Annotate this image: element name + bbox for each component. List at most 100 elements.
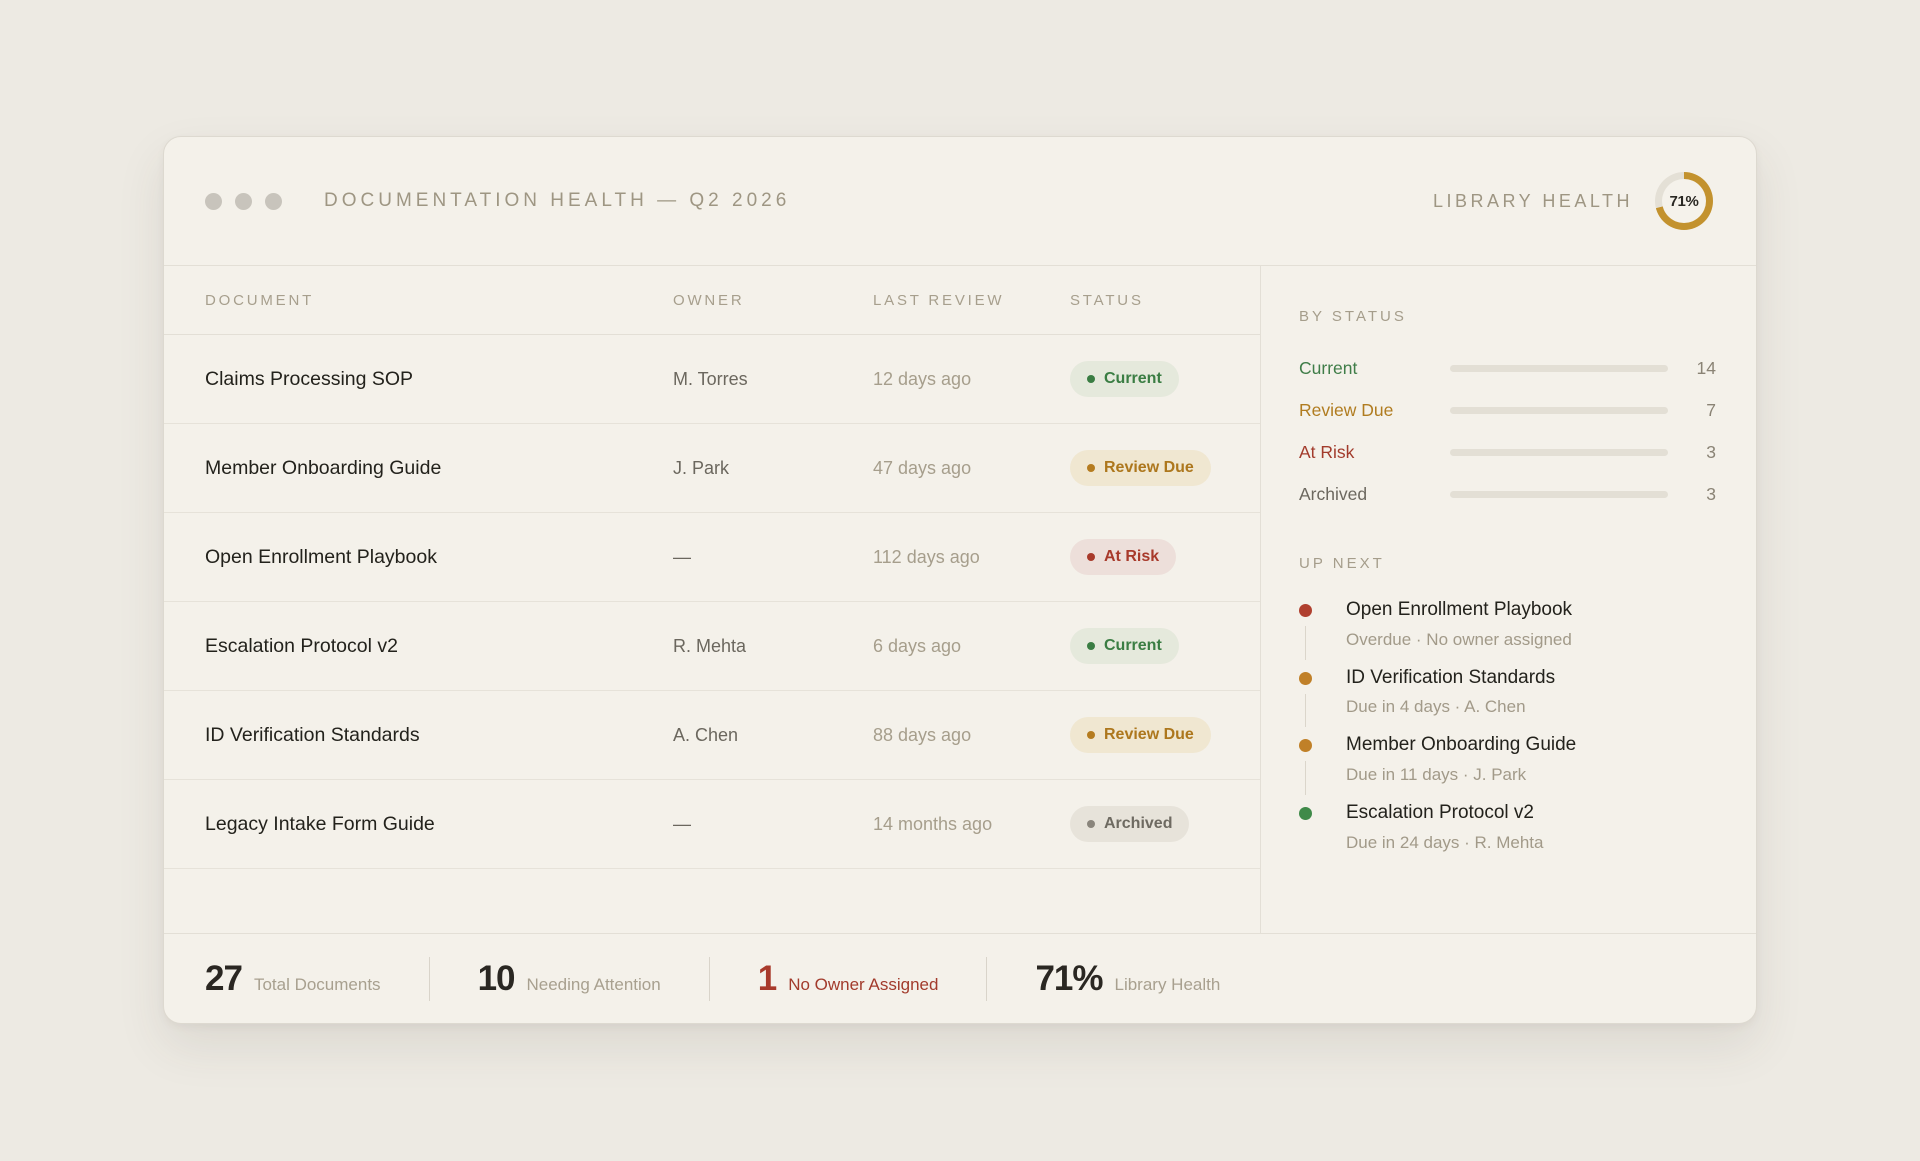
up-next-heading: UP NEXT xyxy=(1299,555,1385,572)
status-badge: Review Due xyxy=(1070,450,1211,486)
status-dot-icon xyxy=(1087,464,1095,472)
up-next-item[interactable]: ID Verification Standards Due in 4 days … xyxy=(1299,666,1716,734)
table-row[interactable]: Escalation Protocol v2 R. Mehta 6 days a… xyxy=(164,602,1260,691)
status-row-label: Current xyxy=(1299,357,1358,378)
up-next-detail: Due in 24 days · R. Mehta xyxy=(1346,832,1544,852)
status-row-current: Current 14 xyxy=(1299,347,1716,389)
status-row-count: 3 xyxy=(1706,441,1716,462)
document-last-review: 112 days ago xyxy=(873,546,980,567)
status-row-at-risk: At Risk 3 xyxy=(1299,431,1716,473)
document-owner: J. Park xyxy=(673,457,730,478)
footer-divider xyxy=(428,956,430,1001)
status-row-label: Archived xyxy=(1299,483,1368,504)
status-bar-track xyxy=(1450,490,1668,498)
document-owner: M. Torres xyxy=(673,368,748,389)
status-row-count: 14 xyxy=(1696,357,1716,378)
column-header-last-review: LAST REVIEW xyxy=(873,291,1005,309)
up-next-title: Open Enrollment Playbook xyxy=(1346,599,1573,620)
card-body: DOCUMENT OWNER LAST REVIEW STATUS Claims… xyxy=(164,266,1756,933)
stat-no-owner-assigned: 1 No Owner Assigned xyxy=(758,959,939,999)
document-owner: R. Mehta xyxy=(673,635,747,656)
status-bar-track xyxy=(1450,448,1668,456)
status-dot-icon xyxy=(1087,553,1095,561)
status-badge: Archived xyxy=(1070,806,1190,842)
summary-footer: 27 Total Documents 10 Needing Attention … xyxy=(164,933,1756,1023)
table-header-row: DOCUMENT OWNER LAST REVIEW STATUS xyxy=(164,266,1260,335)
window-dot-icon[interactable] xyxy=(205,192,222,210)
priority-dot-icon xyxy=(1299,739,1312,753)
status-row-count: 3 xyxy=(1706,483,1716,504)
document-name: Claims Processing SOP xyxy=(205,367,414,390)
document-last-review: 12 days ago xyxy=(873,368,972,389)
document-name: ID Verification Standards xyxy=(205,723,420,746)
status-dot-icon xyxy=(1087,731,1095,739)
stat-total-documents: 27 Total Documents xyxy=(205,959,381,999)
page-title: DOCUMENTATION HEALTH — Q2 2026 xyxy=(324,190,791,211)
footer-divider xyxy=(986,956,988,1001)
status-bar-track xyxy=(1450,364,1668,372)
by-status-heading: BY STATUS xyxy=(1299,308,1407,325)
status-badge: Review Due xyxy=(1070,717,1211,753)
window-dot-icon[interactable] xyxy=(265,192,282,210)
up-next-section: UP NEXT Open Enrollment Playbook Overdue… xyxy=(1299,555,1716,869)
stat-library-health: 71% Library Health xyxy=(1035,959,1220,999)
status-badge-label: Current xyxy=(1104,637,1162,654)
table-row[interactable]: Open Enrollment Playbook — 112 days ago … xyxy=(164,513,1260,602)
up-next-detail: Due in 11 days · J. Park xyxy=(1346,765,1527,785)
window-dot-icon[interactable] xyxy=(235,192,252,210)
up-next-item[interactable]: Escalation Protocol v2 Due in 24 days · … xyxy=(1299,801,1716,869)
status-badge-label: At Risk xyxy=(1104,548,1160,565)
library-health-label: LIBRARY HEALTH xyxy=(1432,190,1633,211)
footer-divider xyxy=(708,956,710,1001)
status-badge: At Risk xyxy=(1070,539,1177,575)
stat-value: 27 xyxy=(205,958,243,998)
table-row[interactable]: Claims Processing SOP M. Torres 12 days … xyxy=(164,335,1260,424)
stat-label: No Owner Assigned xyxy=(788,974,939,994)
priority-dot-icon xyxy=(1299,604,1312,617)
dashboard-window: DOCUMENTATION HEALTH — Q2 2026 LIBRARY H… xyxy=(163,136,1757,1024)
sidebar: BY STATUS Current 14 Review Due 7 At Ris… xyxy=(1261,266,1756,933)
column-header-status: STATUS xyxy=(1070,291,1144,309)
timeline-connector xyxy=(1305,761,1306,796)
status-bar-track xyxy=(1450,406,1668,414)
stat-needing-attention: 10 Needing Attention xyxy=(478,959,661,999)
up-next-detail: Due in 4 days · A. Chen xyxy=(1346,697,1526,717)
table-row[interactable]: Legacy Intake Form Guide — 14 months ago… xyxy=(164,780,1260,869)
priority-dot-icon xyxy=(1299,807,1312,821)
document-name: Escalation Protocol v2 xyxy=(205,634,398,657)
status-row-count: 7 xyxy=(1706,399,1716,420)
stat-label: Library Health xyxy=(1114,974,1221,994)
documents-table: DOCUMENT OWNER LAST REVIEW STATUS Claims… xyxy=(164,266,1261,933)
header-right: LIBRARY HEALTH 71% xyxy=(1433,172,1713,230)
window-header: DOCUMENTATION HEALTH — Q2 2026 LIBRARY H… xyxy=(164,137,1756,266)
document-last-review: 88 days ago xyxy=(873,724,972,745)
status-badge-label: Archived xyxy=(1104,815,1173,832)
status-badge: Current xyxy=(1070,628,1179,664)
status-dot-icon xyxy=(1087,820,1095,828)
status-badge-label: Review Due xyxy=(1104,459,1194,476)
health-ring-gauge: 71% xyxy=(1655,172,1713,230)
document-last-review: 14 months ago xyxy=(873,813,993,834)
status-dot-icon xyxy=(1087,375,1095,383)
up-next-title: Escalation Protocol v2 xyxy=(1346,802,1534,824)
window-controls[interactable] xyxy=(205,192,282,210)
document-owner: — xyxy=(673,546,691,567)
status-dot-icon xyxy=(1087,642,1095,650)
up-next-item[interactable]: Open Enrollment Playbook Overdue · No ow… xyxy=(1299,598,1716,666)
timeline-connector xyxy=(1305,693,1306,728)
stat-value: 10 xyxy=(477,958,516,998)
table-row[interactable]: ID Verification Standards A. Chen 88 day… xyxy=(164,691,1260,780)
document-name: Member Onboarding Guide xyxy=(205,456,442,479)
document-owner: A. Chen xyxy=(673,724,739,745)
status-row-label: At Risk xyxy=(1299,441,1355,462)
up-next-item[interactable]: Member Onboarding Guide Due in 11 days ·… xyxy=(1299,733,1716,801)
stat-value: 1 xyxy=(757,958,777,998)
document-owner: — xyxy=(673,813,691,834)
priority-dot-icon xyxy=(1299,671,1312,685)
stat-label: Total Documents xyxy=(253,974,381,994)
document-last-review: 47 days ago xyxy=(873,457,972,478)
status-row-label: Review Due xyxy=(1299,399,1394,420)
table-row[interactable]: Member Onboarding Guide J. Park 47 days … xyxy=(164,424,1260,513)
status-breakdown-list: Current 14 Review Due 7 At Risk 3 Archiv… xyxy=(1299,347,1716,515)
up-next-title: ID Verification Standards xyxy=(1346,666,1556,688)
